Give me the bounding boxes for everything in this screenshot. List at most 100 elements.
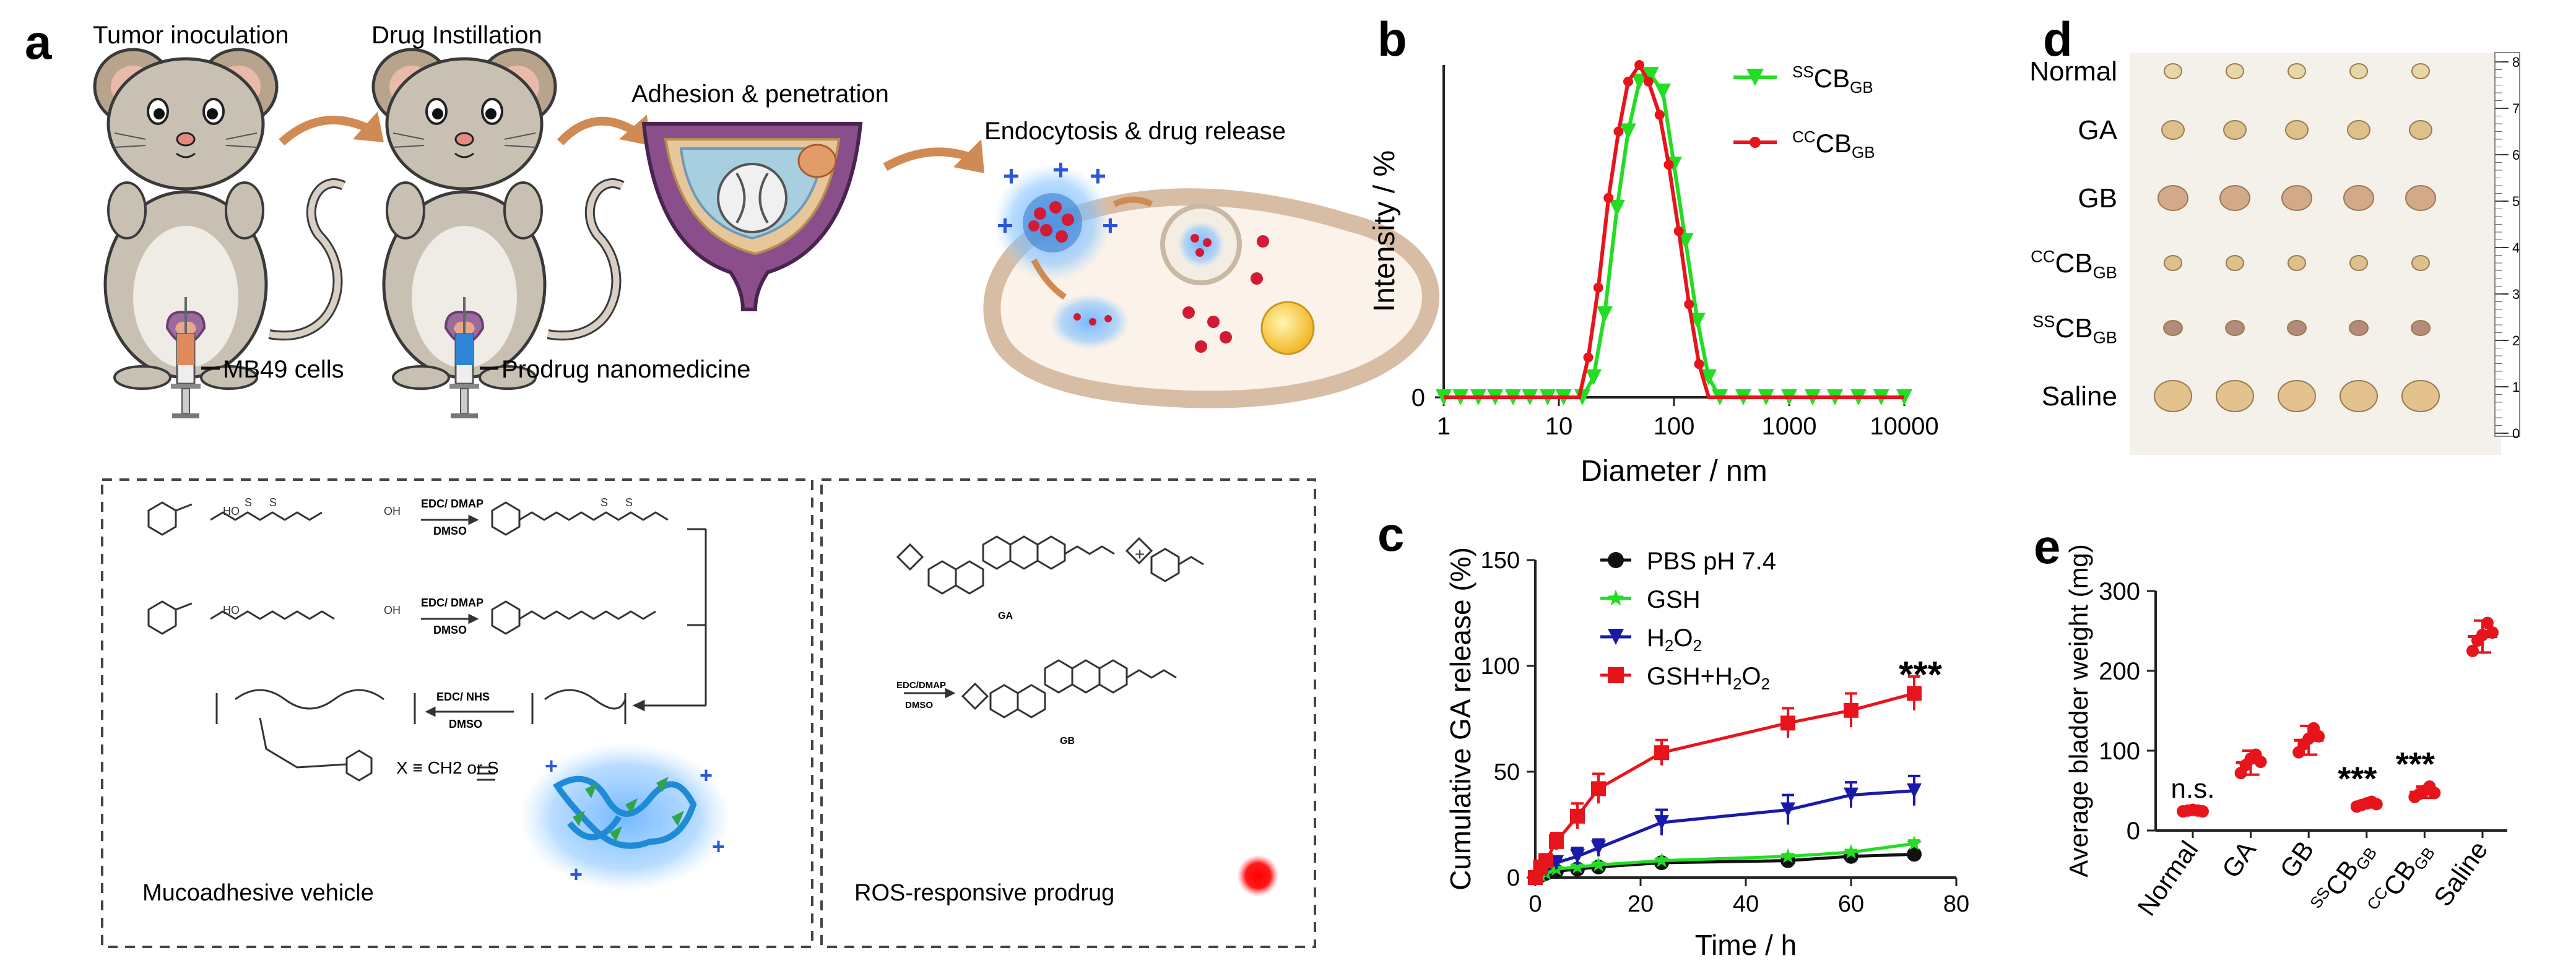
row-label: SSCBGB [2032,311,2117,347]
bladder-specimen [2349,63,2368,79]
x-tick-label: CCCBGB [2363,835,2439,922]
bladder-specimen [2405,185,2436,211]
ruler-tick-label: 1 [2512,379,2520,395]
plus-icon: + [1090,160,1106,192]
significance-annotation: *** [2338,760,2377,797]
bladder-specimen [2340,380,2378,412]
legend-marker [1607,589,1624,606]
data-point [2481,616,2494,629]
data-point [1597,306,1613,322]
bladder-specimen [2216,380,2254,412]
series-line-ss [1444,72,1904,399]
legend-marker [1750,137,1761,148]
chart-size-distribution: b 1 10 100 1000 10000 0 Diameter / nm Intensity… [1368,12,1939,488]
data-point [1906,835,1922,850]
x-axis-label: Diameter / nm [1581,455,1767,488]
bladder-specimen [2347,120,2370,140]
arrow-icon [279,116,374,146]
data-point [2302,732,2315,745]
legend-label: CCCBGB [1792,127,1875,162]
mucoadhesive-box: HO OH HO OH S S S S EDC/ DMAP DMSO EDC/ … [101,478,813,948]
reagent-label: EDC/ DMAP [421,498,484,510]
data-point [1780,715,1795,731]
legend-label: H2O2 [1647,624,1702,655]
data-point [1654,83,1671,100]
svg-text:OH: OH [384,604,401,616]
bladder-specimen [2401,380,2440,412]
ruler: 8 7 6 5 4 3 2 1 0 [2494,52,2520,441]
ruler-tick-label: 7 [2512,101,2520,116]
plus-icon: + [997,209,1013,241]
data-point [1907,847,1922,862]
bladder-specimen [2281,185,2312,211]
svg-text:S: S [269,496,277,509]
x-tick-label: GB [2274,835,2319,883]
y-axis-label: Cumulative GA release (%) [1444,547,1477,891]
data-point [1654,852,1670,868]
svg-text:HO: HO [223,604,240,616]
row-label: GA [2078,115,2117,145]
reagent-label: DMSO [449,718,482,730]
data-point [1844,787,1858,803]
y-tick-label: 0 [1507,865,1520,891]
x-tick-label: 60 [1838,891,1864,917]
data-point [1673,226,1684,236]
ruler-tick-label: 2 [2512,333,2520,348]
data-point [1570,808,1585,824]
data-point [2254,756,2267,769]
svg-text:OH: OH [384,505,401,517]
data-point [1591,840,1606,856]
legend-label: SSCBGB [1792,63,1873,97]
panel-e-letter: e [2034,519,2060,574]
data-point [1780,848,1796,863]
x-tick-label: 1 [1437,413,1451,440]
legend-marker [1608,629,1624,645]
mouse-illustration [95,50,344,389]
ros-prodrug-title: ROS-responsive prodrug [854,880,1114,906]
prodrug-dot-icon [1237,855,1279,897]
data-point [2197,805,2209,818]
panel-b-letter: b [1377,12,1407,66]
data-point [1694,359,1704,369]
ruler-tick-label: 4 [2512,240,2520,256]
data-point [1654,815,1669,831]
step-tumor-inoculation: Tumor inoculation [93,22,288,49]
bladder-photo-panel: d Normal GA GB CCCBGB SSCBGB Saline 8 7 6 5 4 3 2 1 0 [2029,12,2520,455]
bladder-specimen [2287,320,2307,336]
ros-prodrug-box: + GA GB EDC/DMAP DMSO ROS-responsive pro… [820,478,1316,948]
svg-text:S: S [625,496,633,509]
data-point [1549,834,1564,849]
row-label: Saline [2042,381,2117,412]
panel-d-letter: d [2043,12,2073,66]
bladder-specimen [2225,320,2245,336]
data-point [1663,160,1674,170]
bladder-specimen [2411,63,2430,79]
plus-icon: + [1102,209,1119,241]
svg-text:+: + [570,861,583,887]
bladder-specimen [2154,380,2192,412]
syringe-icon [448,296,480,420]
data-point [2466,644,2479,657]
legend-marker [1608,667,1624,683]
y-tick-label: 100 [2099,738,2140,765]
y-axis-label: Intensity / % [1368,150,1401,312]
reagent-label: EDC/ NHS [436,691,490,703]
data-point [1907,686,1922,701]
svg-text:S: S [601,496,608,509]
molecule-label: GB [1060,736,1075,746]
y-tick-label: 50 [1494,759,1520,785]
nanoparticle-illustration: + + + + [520,743,731,891]
chart-ga-release: c 0 20 40 60 80 0 50 100 150 Time / h Cumulative G… [1377,507,1969,961]
data-point [2312,730,2325,743]
panel-a-scheme: a Tumor inoculation Drug Instillation Ad… [25,15,1440,420]
data-point [1569,858,1585,874]
bladder-specimen [2226,63,2244,79]
x-tick-label: 80 [1943,891,1969,917]
data-point [1654,745,1669,761]
x-tick-label: 1000 [1762,413,1817,440]
bladder-illustration [641,122,863,311]
data-point [1642,67,1659,84]
step-drug-instillation: Drug Instillation [371,22,542,49]
ruler-tick-label: 6 [2512,147,2520,163]
